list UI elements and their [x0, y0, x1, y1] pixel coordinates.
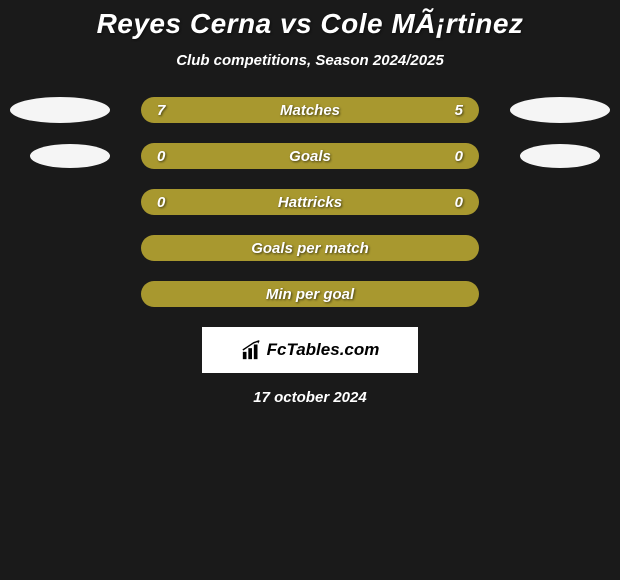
- oval-right-icon: [510, 97, 610, 123]
- stat-value-right: 5: [455, 102, 463, 119]
- stat-label: Matches: [280, 102, 340, 119]
- stat-bar: 7 Matches 5: [141, 97, 479, 123]
- stat-row-hattricks: 0 Hattricks 0: [0, 189, 620, 215]
- stat-bar: Goals per match: [141, 235, 479, 261]
- stat-bar: 0 Goals 0: [141, 143, 479, 169]
- stats-container: Reyes Cerna vs Cole MÃ¡rtinez Club compe…: [0, 0, 620, 406]
- stat-value-right: 0: [455, 148, 463, 165]
- stat-row-goals-per-match: Goals per match: [0, 235, 620, 261]
- stat-value-right: 0: [455, 194, 463, 211]
- stat-value-left: 0: [157, 148, 165, 165]
- stat-bar: Min per goal: [141, 281, 479, 307]
- stat-label: Goals: [289, 148, 331, 165]
- oval-right-icon: [520, 144, 600, 168]
- stat-bar: 0 Hattricks 0: [141, 189, 479, 215]
- stat-label: Goals per match: [251, 240, 369, 257]
- stat-row-matches: 7 Matches 5: [0, 97, 620, 123]
- chart-icon: [241, 339, 263, 361]
- stat-label: Hattricks: [278, 194, 342, 211]
- date-text: 17 october 2024: [0, 389, 620, 406]
- page-title: Reyes Cerna vs Cole MÃ¡rtinez: [0, 8, 620, 40]
- stat-row-min-per-goal: Min per goal: [0, 281, 620, 307]
- subtitle: Club competitions, Season 2024/2025: [0, 52, 620, 69]
- stat-value-left: 7: [157, 102, 165, 119]
- stat-value-left: 0: [157, 194, 165, 211]
- logo-content: FcTables.com: [241, 339, 380, 361]
- branding-box: FcTables.com: [202, 327, 418, 373]
- stat-label: Min per goal: [266, 286, 354, 303]
- logo-text: FcTables.com: [267, 340, 380, 360]
- stat-row-goals: 0 Goals 0: [0, 143, 620, 169]
- oval-left-icon: [10, 97, 110, 123]
- oval-left-icon: [30, 144, 110, 168]
